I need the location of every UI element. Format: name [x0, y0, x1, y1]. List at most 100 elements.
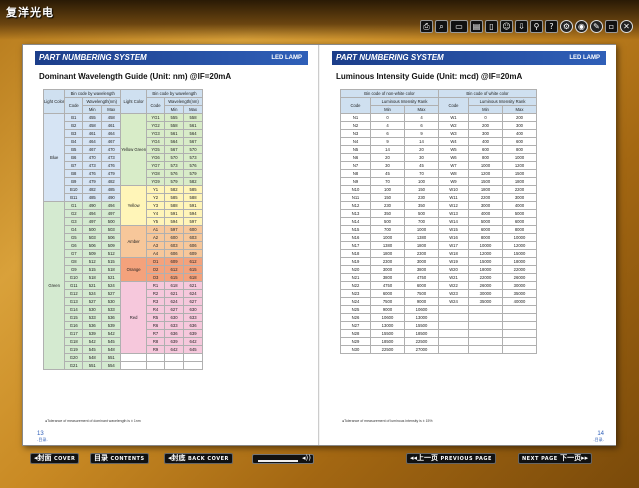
table-cell: W23 [438, 289, 469, 298]
header-cell: Light Color [42, 89, 66, 114]
table-cell: B9 [64, 177, 84, 186]
table-cell: 482 [82, 185, 103, 194]
table-cell: 464 [101, 129, 122, 138]
table-cell: R2 [146, 289, 166, 298]
zoom-icon[interactable]: ⌕ [435, 20, 448, 33]
table-cell: 2200 [502, 185, 537, 194]
pen-icon[interactable]: ✎ [590, 20, 603, 33]
table-cell [468, 313, 503, 322]
table-cell: B3 [64, 129, 84, 138]
table-row: N14 500 700 W14 5000 6000 [340, 217, 537, 226]
table-cell: 518 [82, 273, 103, 282]
table-cell: 1800 [468, 185, 503, 194]
table-row: G21 551 554 [44, 361, 204, 370]
table-cell: 627 [164, 305, 185, 314]
header-row: Min Max Min Max [341, 105, 537, 114]
help-icon[interactable]: ? [545, 20, 558, 33]
table-cell: 40000 [502, 297, 537, 306]
table-cell: 70 [370, 177, 405, 186]
download-icon[interactable]: ⇩ [515, 20, 528, 33]
table-cell: 618 [164, 281, 185, 290]
next-page-button[interactable]: NEXT PAGE 下一页▸▸ [518, 453, 593, 464]
table-row: G13 527 530 R3 624 627 [44, 297, 204, 306]
table-cell: YG5 [146, 145, 166, 154]
table-cell: 26000 [468, 281, 503, 290]
table-cell: 230 [370, 201, 405, 210]
table-cell: 470 [82, 153, 103, 162]
table-cell: 524 [101, 281, 122, 290]
title-bar: 复洋光电 ⎙ ⌕ ▭ ▤ ▯ ☺ ⇩ ⚲ ? ⚙ ◉ ✎ ▫ ✕ [0, 0, 639, 40]
table-cell: 3800 [370, 273, 405, 282]
table-cell: 542 [101, 329, 122, 338]
page-icon[interactable]: ▤ [470, 20, 483, 33]
table-cell [502, 305, 537, 314]
table-cell: 579 [183, 169, 204, 178]
table-cell: W22 [438, 281, 469, 290]
contact-icon[interactable]: ☺ [500, 20, 513, 33]
previous-page-button[interactable]: ◂◂上一页 PREVIOUS PAGE [406, 453, 496, 464]
table-cell: 467 [82, 145, 103, 154]
table-cell [146, 353, 166, 362]
table-cell: 618 [183, 273, 204, 282]
table-cell: 597 [183, 217, 204, 226]
table-cell: 10600 [404, 305, 439, 314]
volume-slider[interactable]: ◂)) [252, 454, 314, 464]
table-cell: A2 [146, 233, 166, 242]
cover-button[interactable]: ◂封面 COVER [30, 453, 80, 464]
table-cell: 0 [468, 113, 503, 122]
table-cell: N12 [340, 201, 371, 210]
table-cell: 515 [101, 257, 122, 266]
table-row: N4 9 14 W4 400 600 [340, 137, 537, 146]
settings-icon[interactable]: ⚙ [560, 20, 573, 33]
table-row: G5 503 506 A2 600 603 [44, 233, 204, 242]
print-icon[interactable]: ⎙ [420, 20, 433, 33]
group-label: Yellow Green [120, 113, 148, 186]
table-cell: W15 [438, 225, 469, 234]
table-cell: 603 [183, 233, 204, 242]
header-row: Bin code of non-white color Bin code of w… [340, 89, 537, 98]
table-cell: 573 [183, 153, 204, 162]
table-cell: 500 [101, 217, 122, 226]
minimize-icon[interactable]: ▫ [605, 20, 618, 33]
table-cell: 555 [164, 113, 185, 122]
group-label: Red [120, 281, 148, 354]
table-cell: 15500 [404, 321, 439, 330]
table-cell: N15 [340, 225, 371, 234]
table-cell [120, 353, 148, 362]
table-cell: 609 [164, 257, 185, 266]
table-cell: 497 [82, 217, 103, 226]
left-page-header: PART NUMBERING SYSTEM LED LAMP [35, 51, 308, 65]
table-cell: 30000 [502, 281, 537, 290]
close-icon[interactable]: ✕ [620, 20, 633, 33]
table-cell [438, 313, 469, 322]
table-cell: W14 [438, 217, 469, 226]
header-cell: Max [404, 105, 439, 114]
table-cell: 3000 [370, 265, 405, 274]
table-cell [164, 361, 185, 370]
search-icon[interactable]: ⚲ [530, 20, 543, 33]
contents-button[interactable]: 目录 CONTENTS [90, 453, 149, 464]
table-row: N9 70 100 W9 1500 1800 [340, 177, 537, 186]
right-page-header: PART NUMBERING SYSTEM LED LAMP [332, 51, 606, 65]
table-cell: 2200 [468, 193, 503, 202]
table-cell: G18 [64, 337, 84, 346]
right-note: ●Tolerance of measurement of luminous in… [342, 419, 433, 423]
bookmark-icon[interactable]: ▯ [485, 20, 498, 33]
zoom-out-icon[interactable]: ▭ [450, 20, 468, 33]
table-cell: 6 [404, 121, 439, 130]
table-cell: Y4 [146, 209, 166, 218]
table-cell: N19 [340, 257, 371, 266]
table-cell: W12 [438, 201, 469, 210]
table-cell: 467 [101, 137, 122, 146]
back-cover-button[interactable]: ◂封底 BACK COVER [164, 453, 233, 464]
table-cell: 18500 [370, 337, 405, 346]
circle-icon[interactable]: ◉ [575, 20, 588, 33]
header-cell: Min [164, 105, 185, 114]
table-row: G4 500 503 Amber A1 597 600 [44, 225, 204, 258]
header-cell: Wavelength(nm) [82, 97, 122, 106]
table-cell: 45 [404, 161, 439, 170]
table-cell: 2300 [404, 249, 439, 258]
header-cell: Bin code of white color [438, 89, 537, 98]
table-row: N11 150 230 W11 2200 3000 [340, 193, 537, 202]
table-cell: N23 [340, 289, 371, 298]
